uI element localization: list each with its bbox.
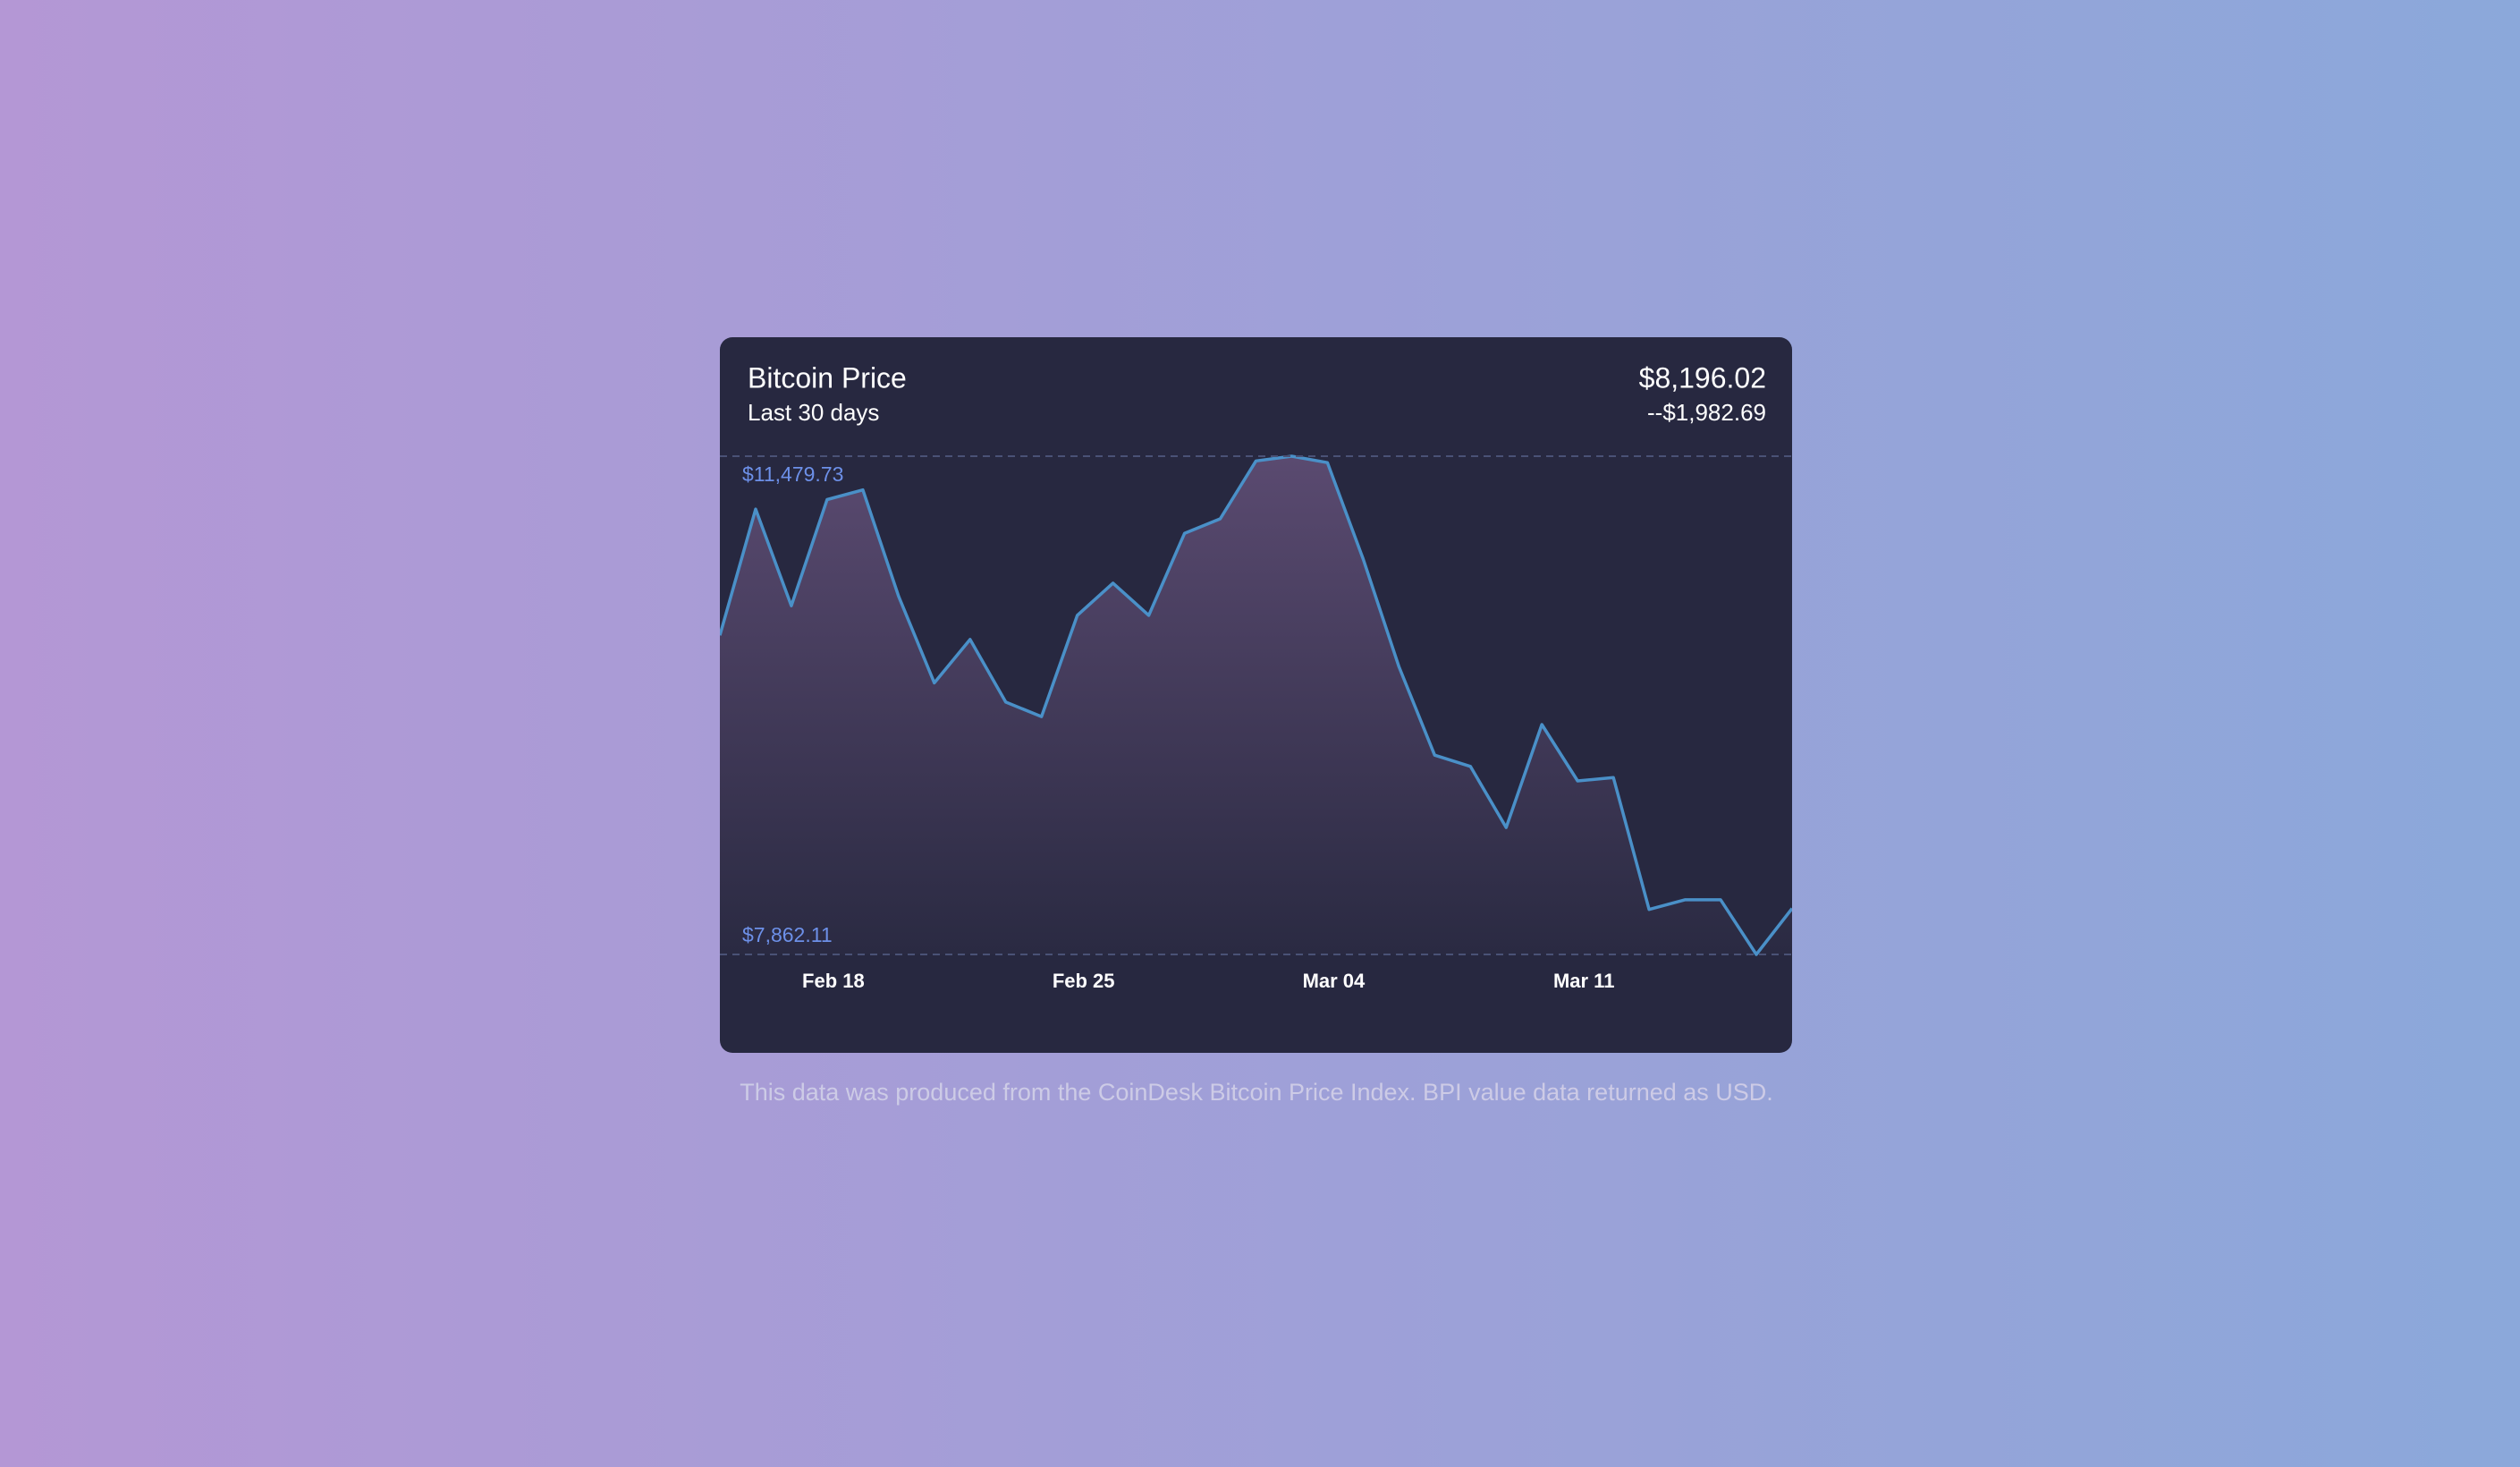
x-tick-label: Mar 11 <box>1553 970 1615 992</box>
price-line <box>720 454 1792 956</box>
x-tick-label: Feb 18 <box>802 970 865 992</box>
chart-title: Bitcoin Price <box>748 361 907 394</box>
reference-label: $11,479.73 <box>742 462 843 486</box>
current-price: $8,196.02 <box>1639 361 1766 394</box>
x-tick-label: Feb 25 <box>1053 970 1115 992</box>
area <box>720 456 1792 954</box>
x-tick-label: Mar 04 <box>1303 970 1366 992</box>
chart-subtitle: Last 30 days <box>748 399 879 426</box>
footnote: This data was produced from the CoinDesk… <box>740 1079 1773 1106</box>
card <box>720 337 1792 1053</box>
reference-label: $7,862.11 <box>742 923 833 946</box>
price-change: --$1,982.69 <box>1647 399 1766 426</box>
